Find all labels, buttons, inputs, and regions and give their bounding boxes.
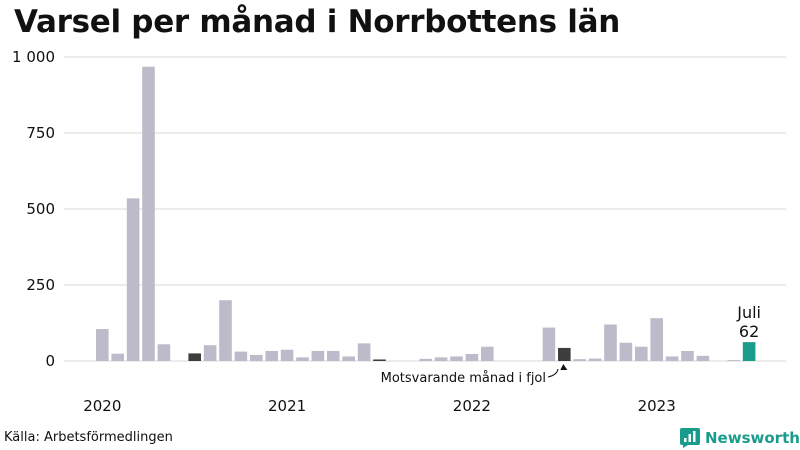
bar <box>665 356 679 361</box>
y-tick-label: 250 <box>26 276 55 294</box>
bar <box>542 327 556 361</box>
bar <box>434 357 448 361</box>
bar <box>96 329 109 361</box>
brand-logo[interactable]: Newsworthy <box>680 427 800 449</box>
bar <box>234 351 248 361</box>
x-year-label: 2022 <box>453 397 491 415</box>
bar <box>327 350 340 361</box>
bar <box>142 66 155 361</box>
y-axis: 0 250 500 750 1 000 <box>12 48 55 370</box>
bar <box>588 358 602 361</box>
y-tick-label: 500 <box>26 200 55 218</box>
chart-title: Varsel per månad i Norrbottens län <box>14 4 621 40</box>
bar <box>604 324 617 361</box>
bar <box>573 359 586 361</box>
bar <box>373 359 386 361</box>
bar <box>419 358 432 361</box>
bar <box>311 350 325 361</box>
bar <box>635 346 648 361</box>
bar <box>280 349 294 361</box>
y-tick-label: 0 <box>45 352 55 370</box>
bar <box>357 343 371 361</box>
bar <box>558 347 571 361</box>
current-value-label: 62 <box>739 322 759 341</box>
bar <box>696 355 710 361</box>
bar <box>650 318 663 361</box>
source-note: Källa: Arbetsförmedlingen <box>4 430 173 445</box>
bar <box>126 198 140 361</box>
x-year-label: 2021 <box>268 397 306 415</box>
bar <box>450 356 463 361</box>
brand-name: Newsworthy <box>705 429 800 447</box>
bar <box>265 350 278 361</box>
x-year-label: 2023 <box>638 397 676 415</box>
bar <box>203 345 217 361</box>
bar <box>157 344 171 361</box>
grid-lines <box>64 56 786 362</box>
bar <box>619 342 633 361</box>
bar <box>481 346 494 361</box>
bar <box>727 360 740 361</box>
annotation-arrowhead <box>560 364 568 370</box>
y-tick-label: 1 000 <box>12 48 55 66</box>
y-tick-label: 750 <box>26 124 55 142</box>
bar <box>188 353 201 361</box>
bar <box>742 342 756 361</box>
bar <box>465 354 479 361</box>
x-year-label: 2020 <box>83 397 121 415</box>
bar <box>219 300 232 361</box>
bar <box>681 350 694 361</box>
annotation-label: Motsvarande månad i fjol <box>381 371 546 386</box>
annotation-arrow <box>547 368 559 378</box>
newsworthy-logo-icon <box>680 428 700 448</box>
current-month-label: Juli <box>736 303 761 322</box>
bar <box>342 356 355 361</box>
bars <box>96 66 756 361</box>
bar <box>250 354 263 361</box>
x-axis: 2020 2021 2022 2023 <box>83 397 676 415</box>
bar <box>111 353 124 361</box>
bar <box>296 357 309 361</box>
